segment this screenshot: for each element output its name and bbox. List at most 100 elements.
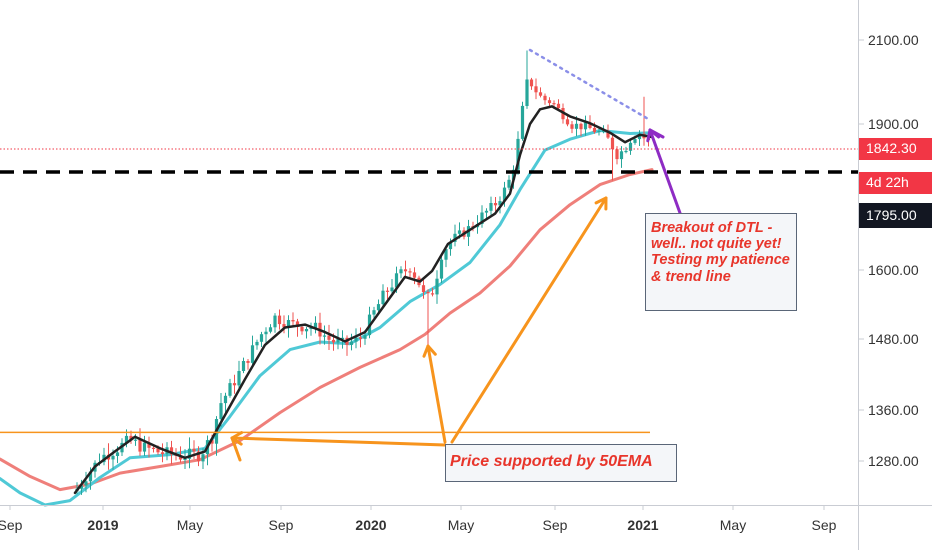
candle-body bbox=[615, 149, 619, 160]
candle-body bbox=[538, 92, 543, 96]
candle-body bbox=[304, 329, 309, 332]
candle-body bbox=[286, 320, 291, 328]
candle-body bbox=[178, 455, 183, 460]
candle-body bbox=[457, 230, 462, 234]
support-arrow-left bbox=[230, 436, 447, 447]
plot-area bbox=[0, 48, 858, 507]
candle-body bbox=[507, 179, 511, 188]
y-tick-label: 1600.00 bbox=[868, 262, 919, 278]
y-tick-label: 1480.00 bbox=[868, 331, 919, 347]
candle-body bbox=[579, 123, 583, 130]
candle-body bbox=[376, 304, 381, 311]
candle-body bbox=[453, 233, 457, 242]
candle-body bbox=[484, 210, 489, 213]
candle-body bbox=[399, 269, 403, 274]
candle-body bbox=[529, 79, 534, 87]
x-tick-label: May bbox=[720, 517, 746, 533]
candle-body bbox=[255, 341, 259, 346]
x-tick-label: Sep bbox=[543, 517, 568, 533]
candle-body bbox=[354, 337, 358, 342]
candle-body bbox=[111, 455, 115, 460]
candle-body bbox=[592, 127, 597, 133]
candle-body bbox=[444, 249, 448, 260]
x-tick-label: Sep bbox=[0, 517, 23, 533]
candle-body bbox=[574, 123, 579, 129]
candle-body bbox=[156, 448, 160, 453]
candle-body bbox=[606, 130, 610, 138]
candle-body bbox=[439, 259, 444, 279]
candle-body bbox=[493, 203, 498, 206]
candle-body bbox=[246, 361, 250, 363]
ema-short-line bbox=[73, 105, 654, 495]
candle-body bbox=[336, 339, 340, 343]
candle-body bbox=[79, 485, 84, 489]
breakout-note-line-1: Breakout of DTL - bbox=[651, 220, 773, 236]
candle-body bbox=[516, 138, 520, 170]
descending-trend-line bbox=[528, 48, 652, 122]
candle-body bbox=[273, 315, 277, 328]
candle-body bbox=[588, 122, 592, 128]
y-tick-label: 2100.00 bbox=[868, 32, 919, 48]
y-tick-label: 1360.00 bbox=[868, 402, 919, 418]
candle-body bbox=[115, 452, 120, 456]
candle-body bbox=[187, 448, 192, 459]
candle-body bbox=[268, 327, 273, 332]
candle-body bbox=[300, 327, 304, 332]
candle-body bbox=[403, 269, 408, 272]
candle-body bbox=[124, 435, 129, 443]
candle-body bbox=[610, 137, 615, 150]
candle-body bbox=[597, 131, 601, 133]
candle-body bbox=[363, 335, 367, 339]
candle-body bbox=[430, 293, 435, 295]
candle-body bbox=[88, 471, 93, 482]
x-tick-label: May bbox=[448, 517, 474, 533]
candle-body bbox=[232, 383, 237, 386]
candle-body bbox=[394, 273, 399, 288]
candle-body bbox=[282, 324, 286, 328]
x-tick-label: Sep bbox=[269, 517, 294, 533]
candle-body bbox=[327, 335, 331, 340]
candle-body bbox=[421, 285, 426, 292]
candle-body bbox=[259, 334, 264, 342]
candle-body bbox=[192, 448, 196, 452]
candle-body bbox=[313, 322, 318, 328]
candle-body bbox=[435, 278, 439, 295]
candle-body bbox=[565, 119, 570, 125]
candle-body bbox=[277, 315, 282, 325]
candle-body bbox=[219, 403, 223, 419]
candle-body bbox=[502, 187, 507, 201]
candle-body bbox=[291, 320, 295, 322]
candle-body bbox=[372, 310, 376, 315]
candle-body bbox=[480, 212, 484, 224]
x-axis-ticks: Sep 2019 May Sep 2020 May Sep 2021 May Sep bbox=[0, 505, 837, 533]
breakout-arrow-up bbox=[648, 128, 682, 215]
candle-body bbox=[160, 452, 165, 454]
candle-body bbox=[295, 321, 300, 327]
candle-body bbox=[228, 383, 232, 396]
candle-body bbox=[142, 442, 147, 452]
support-note-line-1: Price supported by 50EMA bbox=[450, 453, 653, 470]
candle-body bbox=[358, 337, 363, 339]
support-note: Price supported by 50EMA bbox=[445, 444, 677, 482]
candle-body bbox=[448, 241, 453, 250]
x-tick-label: 2019 bbox=[87, 517, 118, 533]
candle-body bbox=[583, 122, 588, 130]
candle-body bbox=[547, 100, 552, 104]
candle-body bbox=[250, 345, 255, 363]
support-arrow-right-head bbox=[594, 196, 608, 211]
candle-body bbox=[511, 169, 516, 180]
breakout-arrow-branch bbox=[648, 128, 665, 139]
candle-body bbox=[340, 337, 345, 339]
candle-body bbox=[570, 124, 574, 129]
candle-body bbox=[520, 105, 525, 139]
candle-body bbox=[210, 440, 214, 444]
candle-body bbox=[633, 139, 637, 143]
candle-body bbox=[84, 481, 88, 486]
candle-body bbox=[237, 371, 241, 386]
candle-body bbox=[552, 103, 556, 105]
candle-body bbox=[534, 86, 538, 93]
support-arrow-mid bbox=[426, 344, 447, 444]
support-arrow-right bbox=[450, 196, 608, 444]
countdown-badge: 4d 22h bbox=[859, 172, 932, 194]
